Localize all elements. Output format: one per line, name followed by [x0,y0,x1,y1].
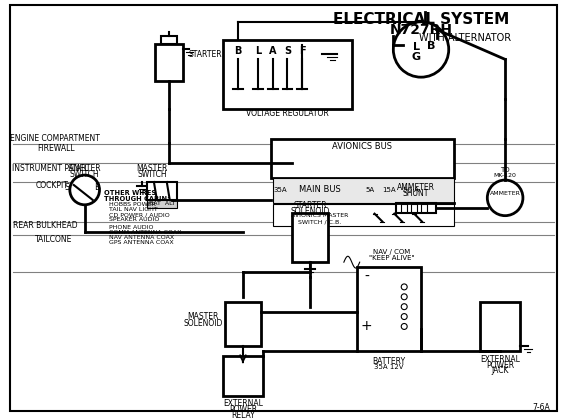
Text: F: F [299,47,306,56]
Text: TO: TO [500,167,510,173]
Text: INSTRUMENT PANEL: INSTRUMENT PANEL [12,164,88,173]
Text: EXTERNAL: EXTERNAL [481,354,520,364]
Bar [357,267,421,351]
Bar [225,302,261,346]
Text: 50 A: 50 A [403,187,419,193]
Bar [292,213,328,262]
Circle shape [401,284,407,290]
Text: S: S [284,47,291,56]
Text: AVIONICS MASTER: AVIONICS MASTER [292,213,349,218]
Text: SPEAKER AUDIO: SPEAKER AUDIO [110,217,160,222]
Text: B: B [427,40,435,50]
Text: AVIONICS BUS: AVIONICS BUS [332,142,392,151]
Text: BATTERY: BATTERY [372,357,405,365]
Text: G: G [411,52,420,63]
Text: SOLENOID: SOLENOID [184,319,223,328]
Text: PHONE AUDIO: PHONE AUDIO [110,225,154,230]
Text: 5A: 5A [365,187,374,193]
Text: HOBBS POWER: HOBBS POWER [110,202,156,207]
Text: MK-120: MK-120 [493,173,516,178]
Bar [273,178,454,203]
Text: L: L [255,47,261,56]
Bar [271,139,454,178]
Text: EXTERNAL: EXTERNAL [223,399,263,408]
Text: FIREWALL: FIREWALL [37,144,75,153]
Text: POWER: POWER [486,360,514,370]
Text: SOLENOID: SOLENOID [291,207,330,216]
Text: 35A 12V: 35A 12V [374,364,403,370]
Text: REAR BULKHEAD: REAR BULKHEAD [13,221,78,230]
Text: TAIL NAV LIGHT: TAIL NAV LIGHT [110,207,158,212]
Circle shape [487,180,523,215]
Text: SWITCH: SWITCH [137,170,167,178]
Bar [411,204,417,212]
Text: OTHER WIRES: OTHER WIRES [105,190,157,196]
Text: AMMETER: AMMETER [397,184,435,192]
Text: MAIN BUS: MAIN BUS [299,186,341,194]
Text: JACK: JACK [491,367,509,375]
Bar [421,204,427,212]
Text: BAT  ALT: BAT ALT [148,201,175,206]
Text: 15A: 15A [383,187,396,193]
Text: POWER: POWER [229,405,257,414]
Text: SWITCH: SWITCH [70,170,99,178]
Text: STARTER: STARTER [188,50,222,59]
Text: STARTER: STARTER [293,201,327,210]
Bar [273,204,454,226]
Circle shape [401,294,407,300]
Text: -: - [364,270,369,284]
Text: 7-6A: 7-6A [532,403,550,412]
Text: 35A: 35A [274,187,287,193]
Bar [147,200,176,208]
Text: ELECTRICAL SYSTEM: ELECTRICAL SYSTEM [333,12,509,27]
Bar [481,302,520,351]
Bar [396,203,436,213]
Circle shape [401,323,407,329]
Text: TAILCONE: TAILCONE [35,235,72,244]
Text: N727RH: N727RH [389,23,452,37]
Text: GPS ANTENNA COAX: GPS ANTENNA COAX [110,240,174,245]
Text: COCKPIT: COCKPIT [35,181,68,191]
Text: VOLTAGE REGULATOR: VOLTAGE REGULATOR [246,109,329,118]
Bar [401,204,407,212]
Circle shape [401,314,407,320]
Text: B: B [234,47,242,56]
Circle shape [393,22,448,77]
Text: SWITCH / C.B.: SWITCH / C.B. [298,219,342,224]
Text: S: S [64,184,70,192]
Bar [223,39,352,109]
Text: MASTER: MASTER [136,164,167,173]
Text: STARTER: STARTER [68,164,102,173]
Text: SHUNT: SHUNT [403,189,429,198]
Text: CD POWER / AUDIO: CD POWER / AUDIO [110,212,170,217]
Bar [147,182,176,200]
Text: AMMETER: AMMETER [490,192,520,197]
Circle shape [70,175,99,205]
Text: NAV / COM: NAV / COM [373,249,410,255]
Text: COMM ANTENNA COAX: COMM ANTENNA COAX [110,230,182,235]
Text: +: + [361,320,373,333]
Text: RELAY: RELAY [231,411,255,420]
Text: "KEEP ALIVE": "KEEP ALIVE" [369,255,414,261]
Text: WITH ALTERNATOR: WITH ALTERNATOR [419,33,511,42]
Bar [223,356,263,396]
Bar [155,44,183,81]
Text: MASTER: MASTER [188,312,219,321]
Text: ENGINE COMPARTMENT: ENGINE COMPARTMENT [10,134,100,143]
Text: THROUGH CABIN:: THROUGH CABIN: [105,196,170,202]
Text: A: A [269,47,277,56]
Bar [161,36,176,44]
Circle shape [401,304,407,310]
Text: NAV ANTENNA COAX: NAV ANTENNA COAX [110,235,175,240]
Text: B: B [94,184,101,192]
Text: L: L [413,42,420,52]
